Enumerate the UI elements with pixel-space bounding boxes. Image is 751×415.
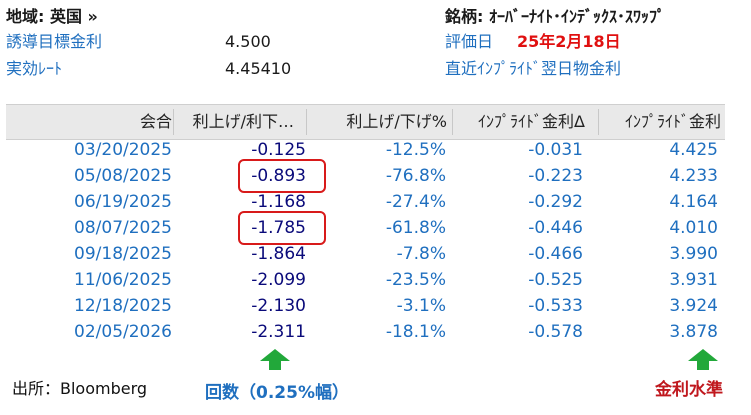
implied-rate: 3.931: [669, 270, 718, 290]
hike-cut-percent: -23.5%: [385, 270, 446, 290]
column-header-implied-rate-delta[interactable]: ｲﾝﾌﾟﾗｲﾄﾞ金利Δ: [478, 112, 585, 131]
meeting-date: 05/08/2025: [74, 166, 172, 186]
up-arrow-icon: [688, 349, 718, 371]
implied-rate-delta: -0.446: [528, 218, 583, 238]
table-row[interactable]: 08/07/2025 -1.785 -61.8% -0.446 4.010: [6, 215, 725, 241]
rate-level-annotation: 金利水準: [655, 380, 723, 400]
implied-rate: 4.425: [669, 140, 718, 160]
valuation-date-value[interactable]: 25年2月18日: [517, 32, 621, 51]
column-header-implied-rate[interactable]: ｲﾝﾌﾟﾗｲﾄﾞ金利: [624, 112, 721, 131]
implied-rate: 4.164: [669, 192, 718, 212]
hike-cut-percent: -7.8%: [396, 244, 446, 264]
hikes-cuts-count: -1.864: [251, 244, 306, 264]
hikes-cuts-count: -0.893: [251, 166, 306, 186]
meeting-date: 03/20/2025: [74, 140, 172, 160]
hike-cut-percent: -3.1%: [396, 296, 446, 316]
implied-rate: 3.878: [669, 322, 718, 342]
region-selector[interactable]: 地域: 英国 »: [6, 7, 98, 26]
column-separator[interactable]: [306, 109, 307, 135]
meeting-date: 11/06/2025: [74, 270, 172, 290]
meeting-date: 12/18/2025: [74, 296, 172, 316]
implied-rate: 3.990: [669, 244, 718, 264]
column-separator[interactable]: [452, 109, 453, 135]
column-header-hikes-cuts-count[interactable]: 利上げ/利下…: [192, 112, 294, 131]
meeting-date: 02/05/2026: [74, 322, 172, 342]
column-header-meeting[interactable]: 会合: [139, 112, 172, 131]
column-header-hike-cut-percent[interactable]: 利上げ/下げ%: [346, 112, 447, 131]
effective-rate-label: 実効ﾚｰﾄ: [6, 59, 63, 78]
hike-cut-percent: -76.8%: [385, 166, 446, 186]
implied-rate-delta: -0.292: [528, 192, 583, 212]
column-separator[interactable]: [598, 109, 599, 135]
source-note: 出所：Bloomberg: [12, 379, 148, 398]
table-row[interactable]: 05/08/2025 -0.893 -76.8% -0.223 4.233: [6, 163, 725, 189]
target-rate-label: 誘導目標金利: [6, 32, 103, 51]
meeting-date: 08/07/2025: [74, 218, 172, 238]
implied-rate-delta: -0.223: [528, 166, 583, 186]
meeting-date: 09/18/2025: [74, 244, 172, 264]
implied-rate: 4.233: [669, 166, 718, 186]
implied-rate-delta: -0.578: [528, 322, 583, 342]
ticker-label: 銘柄: ｵｰﾊﾞｰﾅｲﾄ･ｲﾝﾃﾞｯｸｽ･ｽﾜｯﾌﾟ: [445, 7, 665, 26]
hikes-cuts-count: -2.311: [251, 322, 306, 342]
hikes-cuts-count: -1.168: [251, 192, 306, 212]
up-arrow-icon: [260, 349, 290, 371]
count-annotation: 回数（0.25%幅）: [205, 383, 349, 403]
hikes-cuts-count: -2.130: [251, 296, 306, 316]
table-row[interactable]: 09/18/2025 -1.864 -7.8% -0.466 3.990: [6, 241, 725, 267]
hikes-cuts-count: -1.785: [251, 218, 306, 238]
table-row[interactable]: 11/06/2025 -2.099 -23.5% -0.525 3.931: [6, 267, 725, 293]
implied-rate-delta: -0.525: [528, 270, 583, 290]
table-row[interactable]: 03/20/2025 -0.125 -12.5% -0.031 4.425: [6, 137, 725, 163]
implied-rate: 3.924: [669, 296, 718, 316]
implied-rate-delta: -0.466: [528, 244, 583, 264]
table-row[interactable]: 12/18/2025 -2.130 -3.1% -0.533 3.924: [6, 293, 725, 319]
highlight-box: [238, 211, 326, 245]
implied-rate: 4.010: [669, 218, 718, 238]
implied-rate-delta: -0.533: [528, 296, 583, 316]
target-rate-value: 4.500: [225, 32, 271, 51]
hike-cut-percent: -12.5%: [385, 140, 446, 160]
hike-cut-percent: -27.4%: [385, 192, 446, 212]
nearest-implied-rate-label: 直近ｲﾝﾌﾟﾗｲﾄﾞ翌日物金利: [445, 59, 622, 78]
column-separator[interactable]: [173, 109, 174, 135]
effective-rate-value: 4.45410: [225, 59, 292, 78]
hikes-cuts-count: -0.125: [251, 140, 306, 160]
hikes-cuts-count: -2.099: [251, 270, 306, 290]
hike-cut-percent: -18.1%: [385, 322, 446, 342]
meeting-date: 06/19/2025: [74, 192, 172, 212]
implied-rate-delta: -0.031: [528, 140, 583, 160]
table-row[interactable]: 06/19/2025 -1.168 -27.4% -0.292 4.164: [6, 189, 725, 215]
hike-cut-percent: -61.8%: [385, 218, 446, 238]
valuation-date-label: 評価日: [445, 32, 494, 51]
highlight-box: [238, 159, 326, 193]
table-header: 会合 利上げ/利下… 利上げ/下げ% ｲﾝﾌﾟﾗｲﾄﾞ金利Δ ｲﾝﾌﾟﾗｲﾄﾞ金…: [6, 104, 725, 140]
table-row[interactable]: 02/05/2026 -2.311 -18.1% -0.578 3.878: [6, 319, 725, 345]
